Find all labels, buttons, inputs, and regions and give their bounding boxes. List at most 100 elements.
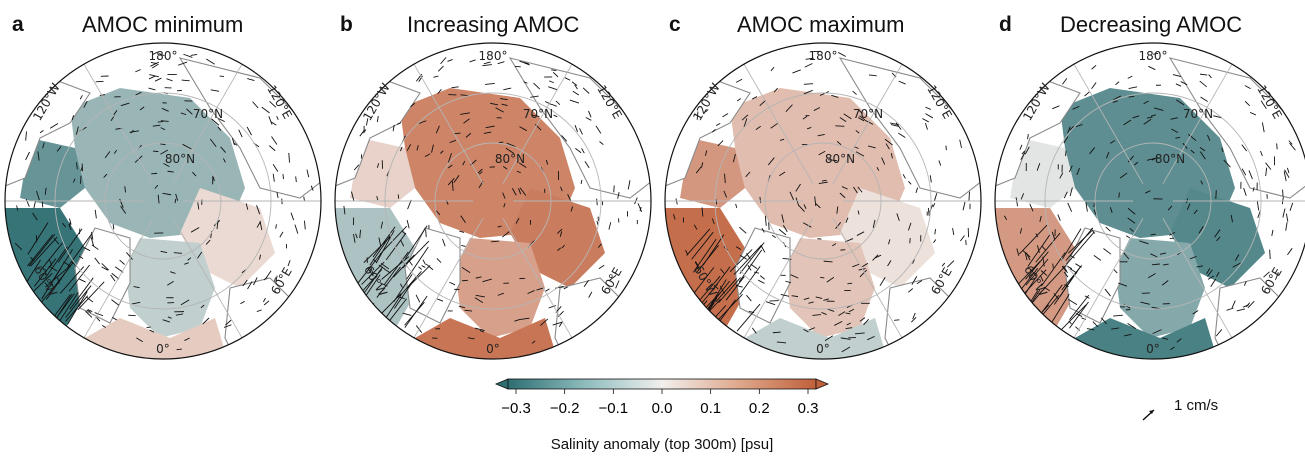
current-vector [1283, 209, 1285, 218]
current-vector [847, 283, 852, 284]
colorbar-tick-label: 0.3 [798, 400, 819, 417]
lon-180-label: 180° [149, 49, 178, 63]
current-vector [283, 174, 284, 179]
current-vector [1024, 305, 1049, 332]
lon-180-label: 180° [809, 49, 838, 63]
current-vector [280, 232, 283, 237]
current-vector [96, 81, 104, 82]
current-vector [503, 88, 511, 90]
current-vector [1115, 82, 1119, 85]
colorbar-tick-label: 0.0 [652, 400, 673, 417]
current-vector [470, 60, 476, 62]
current-vector [191, 54, 197, 55]
current-vector [963, 202, 965, 210]
current-vector [1129, 96, 1135, 97]
current-vector [291, 213, 294, 221]
current-vector [1277, 143, 1278, 149]
current-vector [1290, 203, 1293, 211]
current-vector [461, 245, 465, 246]
colorbar-tick-label: −0.1 [599, 400, 629, 417]
current-vector [908, 181, 911, 184]
current-vector [1062, 78, 1066, 84]
panel-letter: b [340, 13, 353, 37]
current-vector [960, 235, 964, 241]
nordic-seas-fill [1115, 238, 1205, 338]
current-vector [1129, 87, 1137, 89]
current-vector [969, 192, 970, 201]
current-vector [1106, 227, 1111, 231]
colorbar-tick-label: −0.3 [501, 400, 531, 417]
colorbar-tick-label: 0.1 [700, 400, 721, 417]
current-vector [182, 80, 190, 81]
current-vector [113, 224, 114, 229]
current-vector [304, 221, 305, 230]
current-vector [148, 88, 155, 90]
colorbar-gradient [508, 379, 816, 389]
current-vector [447, 59, 452, 61]
current-vector [438, 66, 443, 71]
lon-180-label: 180° [1139, 49, 1168, 63]
current-vector [1092, 83, 1097, 89]
panel-letter: a [12, 13, 24, 37]
current-vector [752, 328, 756, 333]
current-vector [1176, 84, 1181, 86]
current-vector [597, 199, 598, 205]
current-vector [1286, 214, 1287, 222]
current-vector [820, 277, 824, 278]
current-vector [452, 87, 459, 88]
colorbar-max-extend [816, 379, 828, 389]
current-vector [581, 180, 582, 184]
current-vector [1287, 248, 1292, 255]
current-vector [26, 199, 29, 207]
current-vector [792, 70, 800, 73]
current-vector [1085, 92, 1090, 96]
current-vector [1113, 315, 1123, 316]
panel-title: AMOC maximum [737, 12, 904, 38]
reference-arrow-legend: 1 cm/s [1140, 395, 1260, 425]
current-vector [352, 303, 374, 333]
current-vector [933, 203, 935, 207]
current-vector [485, 83, 495, 84]
current-vector [112, 317, 117, 320]
current-vector [676, 199, 677, 205]
current-vector [853, 91, 857, 94]
current-vector [135, 69, 140, 71]
current-vector [206, 59, 214, 64]
current-vector [934, 193, 936, 200]
current-vector [1148, 66, 1155, 69]
current-vector [1128, 76, 1132, 78]
current-vector [149, 76, 155, 79]
nordic-seas-fill [455, 238, 545, 338]
nordic-seas-fill [785, 238, 875, 338]
current-vector [545, 289, 549, 292]
lon-0-label: 0° [1146, 342, 1160, 356]
current-vector [771, 67, 774, 71]
current-vector [1272, 230, 1273, 236]
current-vector [153, 151, 158, 152]
current-vector [177, 349, 182, 350]
panel-letter: c [669, 13, 681, 37]
colorbar-label: Salinity anomaly (top 300m) [psu] [494, 436, 830, 453]
lat-80-label: 80°N [165, 152, 195, 166]
current-vector [441, 57, 447, 64]
colorbar-tick-label: −0.2 [550, 400, 580, 417]
current-vector [407, 220, 409, 228]
reference-arrow-label: 1 cm/s [1174, 397, 1218, 414]
current-vector [403, 313, 412, 315]
current-vector [838, 52, 846, 56]
current-vector [166, 79, 172, 81]
current-vector [276, 224, 277, 228]
current-vector [597, 221, 598, 225]
current-vector [295, 225, 298, 234]
current-vector [739, 227, 746, 233]
current-vector [155, 78, 161, 81]
panel-title: Decreasing AMOC [1060, 12, 1242, 38]
lat-80-label: 80°N [495, 152, 525, 166]
current-vector [1170, 238, 1175, 239]
current-vector [947, 261, 954, 268]
